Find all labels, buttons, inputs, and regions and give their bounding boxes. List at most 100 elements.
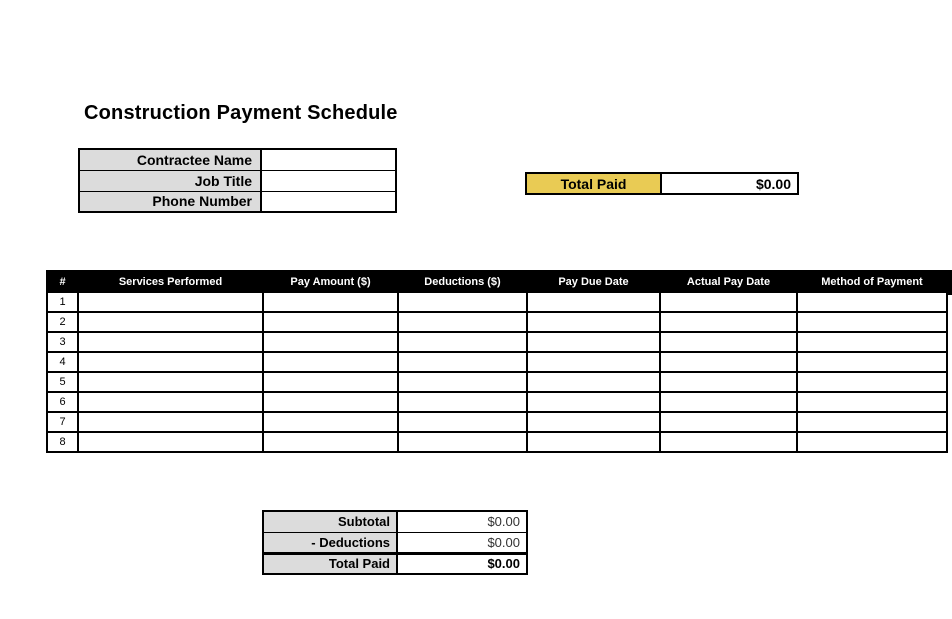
table-cell[interactable] (77, 371, 264, 393)
total-paid-box: Total Paid $0.00 (525, 172, 799, 195)
table-cell[interactable] (77, 291, 264, 313)
contractee-info-table: Contractee Name Job Title Phone Number (78, 148, 397, 213)
summary-total-paid-label: Total Paid (262, 551, 398, 575)
table-row: 8 (46, 431, 948, 453)
table-row: 2 (46, 311, 948, 333)
table-cell[interactable] (397, 391, 528, 413)
job-title-label: Job Title (78, 169, 262, 192)
total-paid-value: $0.00 (661, 173, 798, 194)
row-number: 6 (46, 391, 79, 413)
job-title-field[interactable] (260, 169, 397, 192)
table-cell[interactable] (796, 331, 948, 353)
table-cell[interactable] (796, 351, 948, 373)
column-header-0: # (46, 270, 79, 293)
table-cell[interactable] (796, 311, 948, 333)
deductions-value: $0.00 (396, 531, 528, 554)
table-cell[interactable] (796, 391, 948, 413)
phone-number-label: Phone Number (78, 190, 262, 213)
table-cell[interactable] (262, 411, 399, 433)
column-header-1: Services Performed (77, 270, 264, 293)
table-cell[interactable] (526, 291, 661, 313)
table-cell[interactable] (397, 351, 528, 373)
main-table-header-row: # Services Performed Pay Amount ($) Deducti… (46, 270, 948, 293)
row-number: 8 (46, 431, 79, 453)
table-cell[interactable] (659, 391, 798, 413)
table-cell[interactable] (796, 411, 948, 433)
summary-total-paid-value: $0.00 (396, 551, 528, 575)
table-cell[interactable] (659, 431, 798, 453)
page-title: Construction Payment Schedule (84, 102, 398, 124)
table-cell[interactable] (262, 391, 399, 413)
header-bar-extension (944, 270, 952, 295)
table-cell[interactable] (397, 291, 528, 313)
table-cell[interactable] (77, 331, 264, 353)
table-cell[interactable] (77, 431, 264, 453)
table-cell[interactable] (262, 371, 399, 393)
table-cell[interactable] (659, 351, 798, 373)
table-cell[interactable] (397, 371, 528, 393)
table-cell[interactable] (397, 311, 528, 333)
table-row: 6 (46, 391, 948, 413)
column-header-5: Actual Pay Date (659, 270, 798, 293)
table-cell[interactable] (796, 291, 948, 313)
row-number: 3 (46, 331, 79, 353)
table-cell[interactable] (397, 411, 528, 433)
table-row: 5 (46, 371, 948, 393)
table-cell[interactable] (659, 291, 798, 313)
column-header-2: Pay Amount ($) (262, 270, 399, 293)
subtotal-label: Subtotal (262, 510, 398, 533)
row-number: 4 (46, 351, 79, 373)
phone-number-field[interactable] (260, 190, 397, 213)
table-cell[interactable] (659, 331, 798, 353)
summary-table: Subtotal $0.00 - Deductions $0.00 Total … (262, 510, 528, 575)
table-cell[interactable] (526, 391, 661, 413)
table-cell[interactable] (262, 291, 399, 313)
column-header-6: Method of Payment (796, 270, 948, 293)
column-header-4: Pay Due Date (526, 270, 661, 293)
table-row: 7 (46, 411, 948, 433)
table-cell[interactable] (659, 371, 798, 393)
table-cell[interactable] (77, 311, 264, 333)
info-row-phone-number: Phone Number (78, 190, 397, 213)
table-cell[interactable] (77, 411, 264, 433)
summary-row-subtotal: Subtotal $0.00 (262, 510, 528, 533)
table-cell[interactable] (526, 331, 661, 353)
table-cell[interactable] (526, 351, 661, 373)
table-cell[interactable] (526, 411, 661, 433)
row-number: 7 (46, 411, 79, 433)
info-row-job-title: Job Title (78, 169, 397, 192)
total-paid-row: Total Paid $0.00 (526, 173, 798, 194)
table-cell[interactable] (262, 351, 399, 373)
column-header-3: Deductions ($) (397, 270, 528, 293)
table-cell[interactable] (526, 311, 661, 333)
table-cell[interactable] (77, 351, 264, 373)
deductions-label: - Deductions (262, 531, 398, 554)
table-cell[interactable] (262, 311, 399, 333)
contractee-name-label: Contractee Name (78, 148, 262, 171)
table-cell[interactable] (526, 371, 661, 393)
payment-schedule-table: # Services Performed Pay Amount ($) Deducti… (46, 270, 948, 453)
table-row: 3 (46, 331, 948, 353)
summary-row-deductions: - Deductions $0.00 (262, 531, 528, 554)
row-number: 1 (46, 291, 79, 313)
contractee-name-field[interactable] (260, 148, 397, 171)
table-cell[interactable] (77, 391, 264, 413)
table-cell[interactable] (796, 431, 948, 453)
table-cell[interactable] (659, 311, 798, 333)
table-row: 1 (46, 291, 948, 313)
table-cell[interactable] (397, 331, 528, 353)
info-row-contractee-name: Contractee Name (78, 148, 397, 171)
total-paid-label: Total Paid (526, 173, 662, 194)
table-cell[interactable] (796, 371, 948, 393)
table-cell[interactable] (397, 431, 528, 453)
table-cell[interactable] (659, 411, 798, 433)
row-number: 2 (46, 311, 79, 333)
table-cell[interactable] (526, 431, 661, 453)
row-number: 5 (46, 371, 79, 393)
table-cell[interactable] (262, 331, 399, 353)
table-row: 4 (46, 351, 948, 373)
table-cell[interactable] (262, 431, 399, 453)
subtotal-value: $0.00 (396, 510, 528, 533)
